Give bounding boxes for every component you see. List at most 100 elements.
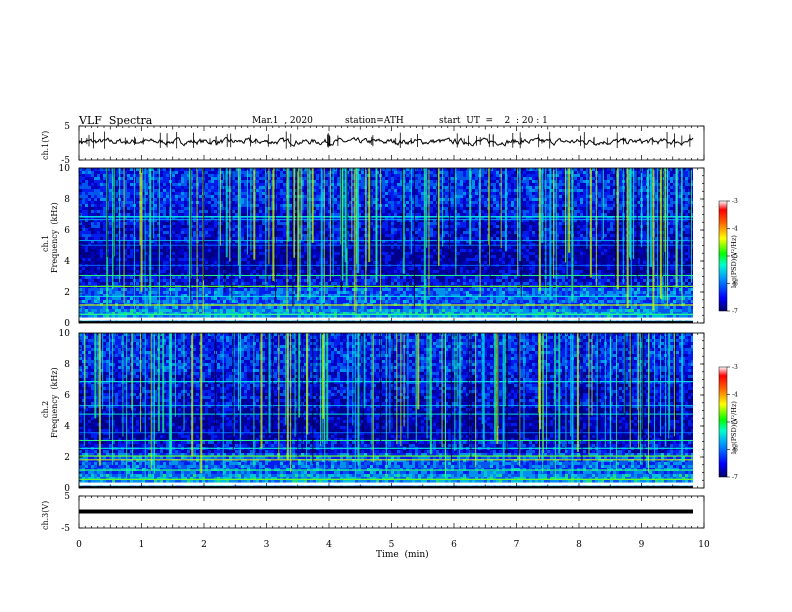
spectrogram-cell	[382, 222, 385, 225]
spectrogram-cell	[493, 213, 496, 216]
spectrogram-cell	[451, 171, 454, 174]
spectrogram-cell	[250, 192, 253, 195]
spectrogram-cell	[370, 234, 373, 237]
spectrogram-cell	[463, 225, 466, 228]
spectrogram-cell	[658, 189, 661, 192]
spectrogram-cell	[343, 168, 346, 171]
spectrogram-cell	[385, 219, 388, 222]
spectrogram-cell	[418, 234, 421, 237]
spectrogram-cell	[82, 168, 85, 171]
spectrogram-cell	[562, 228, 565, 231]
spectrogram-cell	[328, 189, 331, 192]
spectrogram-cell	[310, 192, 313, 195]
spectrogram-cell	[496, 210, 499, 213]
spectrogram-cell	[319, 192, 322, 195]
spectrogram-cell	[562, 213, 565, 216]
spectrogram-cell	[460, 186, 463, 189]
spectrogram-cell	[547, 189, 550, 192]
spectrogram-cell	[604, 198, 607, 201]
spectrogram-cell	[385, 189, 388, 192]
spectrogram-cell	[97, 207, 100, 210]
spectrogram-cell	[673, 186, 676, 189]
spectrogram-cell	[421, 195, 424, 198]
spectrogram-cell	[601, 237, 604, 240]
spectrogram-cell	[529, 231, 532, 234]
spectrogram-cell	[394, 219, 397, 222]
spectrogram-cell	[415, 180, 418, 183]
spectrogram-cell	[685, 177, 688, 180]
spectrogram-cell	[85, 177, 88, 180]
spectrogram-cell	[610, 198, 613, 201]
spectrogram-cell	[349, 210, 352, 213]
spectrogram-cell	[475, 168, 478, 171]
spectrogram-cell	[265, 174, 268, 177]
spectrogram-cell	[319, 234, 322, 237]
spectrogram-cell	[643, 234, 646, 237]
spectrogram-cell	[166, 246, 169, 249]
spectrogram-cell	[679, 213, 682, 216]
spectrogram-cell	[394, 213, 397, 216]
spectrogram-cell	[373, 234, 376, 237]
spectrogram-cell	[688, 171, 691, 174]
spectrogram-cell	[517, 231, 520, 234]
spectrogram-cell	[121, 210, 124, 213]
spectrogram-cell	[400, 174, 403, 177]
spectrogram-cell	[187, 168, 190, 171]
spectrogram-cell	[88, 195, 91, 198]
spectrogram-cell	[322, 189, 325, 192]
spectrogram-cell	[265, 219, 268, 222]
spectrogram-cell	[325, 171, 328, 174]
spectrogram-cell	[160, 192, 163, 195]
spectrogram-cell	[124, 174, 127, 177]
spectrogram-cell	[643, 222, 646, 225]
spectrogram-cell	[583, 174, 586, 177]
spectrogram-cell	[172, 207, 175, 210]
spectrogram-cell	[301, 174, 304, 177]
spectrogram-cell	[457, 222, 460, 225]
spectrogram-cell	[328, 183, 331, 186]
spectrogram-cell	[208, 174, 211, 177]
spectrogram-cell	[583, 252, 586, 255]
spectrogram-cell	[550, 189, 553, 192]
spectrogram-cell	[280, 198, 283, 201]
spectrogram-cell	[397, 240, 400, 243]
spectrogram-cell	[322, 204, 325, 207]
spectrogram-cell	[592, 231, 595, 234]
spectrogram-cell	[157, 195, 160, 198]
spectrogram-cell	[157, 186, 160, 189]
spectrogram-cell	[391, 195, 394, 198]
spectrogram-cell	[259, 180, 262, 183]
spectrogram-cell	[481, 177, 484, 180]
spectrogram-cell	[319, 177, 322, 180]
spectrogram-cell	[151, 198, 154, 201]
spectrogram-cell	[526, 198, 529, 201]
spectrogram-cell	[109, 237, 112, 240]
spectrogram-cell	[493, 204, 496, 207]
spectrogram-cell	[445, 222, 448, 225]
spectrogram-cell	[457, 174, 460, 177]
spectrogram-cell	[283, 225, 286, 228]
spectrogram-cell	[256, 237, 259, 240]
spectrogram-cell	[151, 210, 154, 213]
spectrogram-cell	[529, 177, 532, 180]
spectrogram-cell	[124, 249, 127, 252]
spectrogram-cell	[418, 207, 421, 210]
spectrogram-cell	[490, 192, 493, 195]
spectrogram-cell	[655, 171, 658, 174]
spectrogram-cell	[85, 210, 88, 213]
spectrogram-cell	[283, 228, 286, 231]
spectrogram-cell	[475, 201, 478, 204]
spectrogram-cell	[349, 234, 352, 237]
spectrogram-cell	[250, 201, 253, 204]
spectrogram-cell	[256, 186, 259, 189]
spectrogram-cell	[625, 228, 628, 231]
spectrogram-cell	[208, 228, 211, 231]
spectrogram-cell	[109, 195, 112, 198]
spectrogram-cell	[547, 195, 550, 198]
spectrogram-cell	[682, 171, 685, 174]
spectrogram-cell	[433, 171, 436, 174]
spectrogram-cell	[349, 237, 352, 240]
spectrogram-cell	[508, 249, 511, 252]
spectrogram-cell	[79, 195, 82, 198]
spectrogram-cell	[634, 210, 637, 213]
